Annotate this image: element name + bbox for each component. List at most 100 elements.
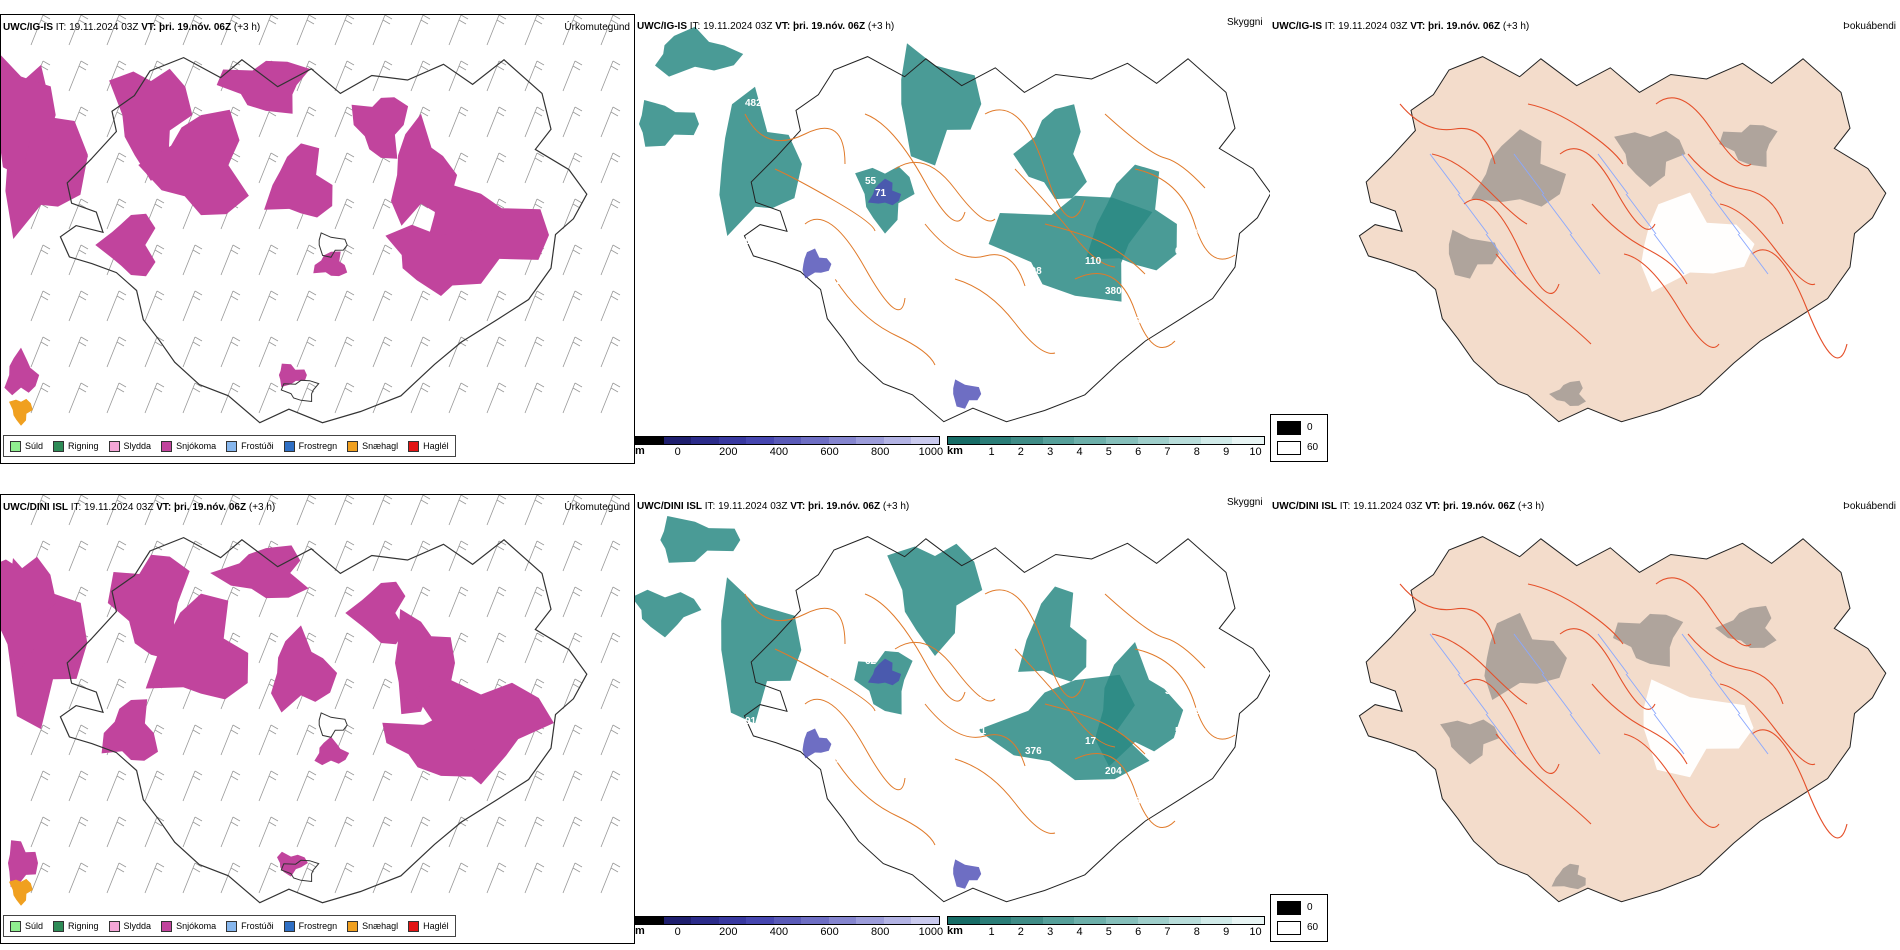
wind-barb xyxy=(296,586,317,618)
visibility-value: 562 xyxy=(1165,206,1182,217)
river xyxy=(1681,633,1713,675)
wind-barb xyxy=(334,540,355,572)
colorbar-strip xyxy=(635,436,940,445)
fog-patch xyxy=(802,248,832,279)
wind-barb xyxy=(600,290,621,322)
wind-barb xyxy=(372,816,393,848)
wind-barb xyxy=(334,336,355,368)
colorbar-segment xyxy=(911,917,940,924)
wind-barb xyxy=(258,632,279,664)
visibility-value: 912 xyxy=(745,716,762,727)
colorbar-segment xyxy=(718,917,747,924)
snow-area xyxy=(216,60,311,114)
legend-swatch xyxy=(226,920,238,932)
snow-area xyxy=(4,347,40,396)
colorbar-tick-label: 8 xyxy=(1193,926,1200,938)
glacier-outline xyxy=(280,379,320,403)
wind-barb xyxy=(296,495,317,526)
wind-barb xyxy=(562,770,583,802)
visibility-panel-bottom: 368 62 156 912 301 194 639 130 15 267 81 376 350 303 2… xyxy=(635,494,1270,944)
colorbar-tick-label: 1 xyxy=(988,446,995,458)
visibility-value: 15 xyxy=(985,676,997,687)
road xyxy=(1591,683,1688,765)
wind-barb xyxy=(448,290,469,322)
wind-barb xyxy=(524,540,545,572)
river xyxy=(1597,633,1629,675)
wind-barb xyxy=(182,770,203,802)
wind-barb xyxy=(258,770,279,802)
wind-barb xyxy=(524,15,545,46)
colorbar-segment xyxy=(1105,917,1138,924)
visibility-value: 876 xyxy=(975,166,992,177)
colorbar-segment xyxy=(1137,437,1170,444)
river xyxy=(1457,193,1489,235)
panel-title: UWC/IG-IS IT: 19.11.2024 03Z VT: þri. 19… xyxy=(3,22,261,33)
wind-barb xyxy=(524,862,545,894)
colorbar-tick-label: 2 xyxy=(1017,446,1024,458)
legend-label: Snjókoma xyxy=(176,441,217,451)
wind-barb xyxy=(30,15,51,46)
wind-barb xyxy=(334,495,355,526)
river xyxy=(1429,633,1461,675)
legend-item: Snæhagl xyxy=(347,920,398,932)
colorbar-segment xyxy=(948,917,980,924)
fog-indicator-area xyxy=(1471,129,1566,207)
colorbar-unit: km xyxy=(947,445,963,457)
colorbar-segment xyxy=(1169,437,1201,444)
wind-barb xyxy=(372,862,393,894)
snow-area xyxy=(395,609,455,715)
wind-barb xyxy=(334,770,355,802)
fog-layer xyxy=(1358,536,1887,903)
fog-legend-white-swatch xyxy=(1277,921,1301,935)
river xyxy=(1569,713,1601,755)
colorbar-segment xyxy=(801,917,829,924)
wind-barb xyxy=(372,382,393,414)
lead-time: (+3 h) xyxy=(248,502,276,513)
road xyxy=(1527,103,1624,165)
colorbar-m: 0 200 400 600 800 1000 m xyxy=(635,436,944,460)
valid-time: þri. 19.nóv. 06Z xyxy=(174,502,247,513)
wind-barb xyxy=(562,244,583,276)
model-name: UWC/IG-IS xyxy=(1272,21,1322,32)
wind-barb xyxy=(600,244,621,276)
fog-indicator-area xyxy=(1643,679,1754,778)
visibility-value: 297 xyxy=(1155,816,1172,827)
wind-barb xyxy=(30,816,51,848)
road xyxy=(1104,113,1206,189)
fog-indicator-area xyxy=(1549,380,1586,406)
fog-legend-black-label: 0 xyxy=(1307,902,1313,913)
colorbar-tick-label: 800 xyxy=(871,446,890,458)
visibility-value: 606 xyxy=(825,208,842,219)
visibility-value: 722 xyxy=(985,196,1002,207)
colorbar-tick-label: 1000 xyxy=(918,446,944,458)
visibility-value: 203 xyxy=(1115,306,1132,317)
colorbar-tick-label: 7 xyxy=(1164,446,1171,458)
wind-barb xyxy=(524,770,545,802)
legend-swatch xyxy=(108,440,120,452)
snow-area xyxy=(1,55,56,177)
legend-label: Haglél xyxy=(423,921,449,931)
wind-barb xyxy=(30,862,51,894)
wind-barb xyxy=(448,540,469,572)
wind-barb xyxy=(30,724,51,756)
wind-barb xyxy=(372,244,393,276)
colorbar-tick-label: 8 xyxy=(1193,446,1200,458)
panel-title: UWC/DINI ISL IT: 19.11.2024 03Z VT: þri.… xyxy=(637,501,910,512)
lead-time: (+3 h) xyxy=(1502,21,1530,32)
legend-swatch xyxy=(161,920,173,932)
wind-barb xyxy=(334,60,355,92)
road xyxy=(924,703,1026,767)
wind-barb xyxy=(486,106,507,138)
wind-barb xyxy=(220,15,241,46)
fog-indicator-area xyxy=(1448,229,1499,279)
colorbar-segment xyxy=(1011,917,1043,924)
visibility-value: 555 xyxy=(1175,726,1192,737)
legend-item: Haglél xyxy=(408,920,449,932)
river xyxy=(1653,713,1685,755)
wind-barb xyxy=(68,336,89,368)
visibility-value: 267 xyxy=(965,696,982,707)
wind-barb xyxy=(334,198,355,230)
colorbar-strip xyxy=(947,916,1265,925)
river xyxy=(1653,233,1685,275)
